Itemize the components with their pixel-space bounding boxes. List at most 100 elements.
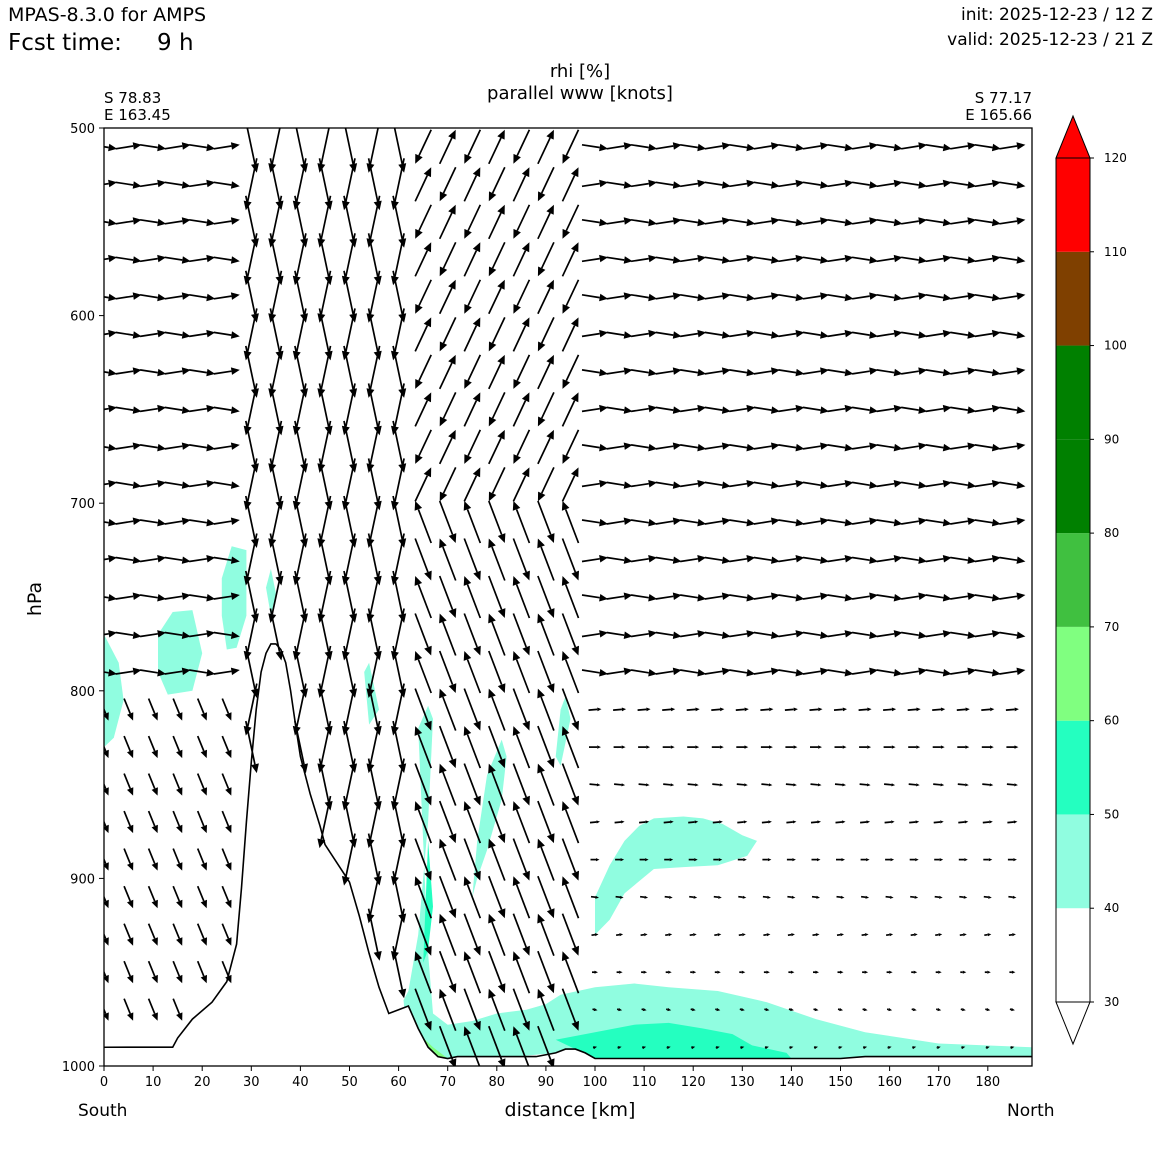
wind-arrow	[139, 254, 167, 263]
wind-shaft	[785, 783, 794, 786]
wind-arrow	[292, 158, 307, 211]
wind-shaft	[760, 708, 770, 711]
wind-shaft	[662, 708, 672, 711]
wind-head	[767, 858, 772, 862]
wind-arrow	[581, 293, 608, 302]
wind-shaft	[367, 908, 379, 953]
wind-arrow	[663, 820, 674, 824]
wind-head	[721, 442, 731, 450]
wind-arrow	[981, 707, 995, 712]
wind-arrow	[665, 933, 673, 937]
wind-head	[918, 406, 928, 414]
wind-head	[942, 555, 952, 563]
wind-arrow	[164, 631, 191, 639]
wind-shaft	[704, 295, 723, 300]
wind-shaft	[417, 884, 432, 919]
wind-shaft	[858, 708, 868, 711]
wind-shaft	[221, 773, 230, 789]
wind-arrow	[714, 933, 722, 937]
wind-arrow	[851, 442, 879, 450]
plot-frame	[103, 127, 1033, 1067]
wind-shaft	[367, 458, 379, 502]
wind-arrow	[950, 367, 977, 375]
wind-arrow	[592, 970, 598, 974]
wind-arrow	[147, 960, 158, 984]
wind-head	[497, 279, 505, 290]
wind-head	[795, 404, 805, 413]
wind-arrow	[189, 480, 216, 488]
wind-arrow	[615, 933, 624, 937]
wind-shaft	[910, 895, 915, 899]
wind-shaft	[640, 933, 645, 937]
x-axis-label: distance [km]	[504, 1099, 636, 1121]
wind-shaft	[950, 520, 969, 525]
wind-shaft	[343, 345, 354, 390]
wind-head	[1016, 592, 1026, 600]
wind-shaft	[394, 308, 405, 352]
wind-shaft	[515, 959, 531, 994]
wind-shaft	[729, 632, 748, 638]
wind-arrow	[802, 181, 829, 189]
wind-shaft	[467, 429, 482, 457]
wind-shaft	[778, 444, 797, 449]
wind-shaft	[115, 445, 134, 450]
wind-shaft	[761, 821, 769, 824]
wind-head	[594, 970, 598, 974]
wind-head	[415, 304, 423, 314]
wind-head	[512, 801, 521, 811]
wind-shaft	[565, 279, 580, 307]
wind-arrow	[104, 669, 117, 677]
wind-arrow	[292, 533, 307, 586]
wind-shaft	[147, 960, 156, 977]
wind-head	[157, 179, 167, 188]
wind-head	[157, 630, 167, 638]
wind-shaft	[753, 670, 772, 675]
wind-arrow	[488, 1025, 506, 1066]
wind-arrow	[221, 735, 232, 759]
wind-shaft	[712, 821, 720, 824]
wind-arrow	[901, 406, 928, 414]
wind-head	[721, 592, 731, 600]
wind-arrow	[827, 143, 854, 152]
wind-arrow	[630, 329, 658, 338]
wind-shaft	[876, 519, 895, 524]
wind-shaft	[630, 369, 649, 374]
wind-head	[341, 876, 350, 886]
rhi-contour-layer	[104, 546, 1032, 1061]
wind-arrow	[958, 820, 969, 824]
wind-head	[473, 720, 481, 731]
wind-arrow	[213, 181, 240, 189]
wind-shaft	[369, 570, 381, 615]
wind-arrow	[974, 143, 1001, 152]
wind-arrow	[613, 707, 627, 712]
wind-arrow	[883, 745, 896, 749]
wind-head	[1016, 556, 1026, 564]
wind-arrow	[827, 480, 854, 488]
wind-arrow	[901, 667, 928, 676]
wind-shaft	[104, 894, 107, 902]
wind-shaft	[515, 584, 531, 619]
wind-head	[157, 518, 167, 527]
wind-arrow	[115, 367, 142, 375]
wind-arrow	[764, 1046, 769, 1050]
wind-arrow	[104, 329, 117, 338]
wind-arrow	[802, 331, 829, 339]
wind-arrow	[366, 570, 381, 623]
wind-arrow	[438, 950, 457, 994]
wind-arrow	[999, 406, 1026, 414]
wind-shaft	[606, 556, 625, 562]
wind-shaft	[680, 257, 699, 263]
wind-head	[869, 292, 879, 300]
wind-head	[497, 908, 506, 919]
wind-shaft	[172, 885, 181, 902]
start-lat: S 78.83	[104, 89, 162, 107]
wind-arrow	[341, 233, 356, 286]
wind-shaft	[512, 688, 527, 723]
wind-shaft	[974, 482, 993, 488]
wind-arrow	[463, 801, 482, 844]
wind-arrow	[704, 517, 731, 525]
wind-shaft	[581, 444, 600, 449]
wind-arrow	[512, 613, 530, 656]
wind-head	[716, 1046, 720, 1050]
wind-head	[512, 876, 521, 886]
